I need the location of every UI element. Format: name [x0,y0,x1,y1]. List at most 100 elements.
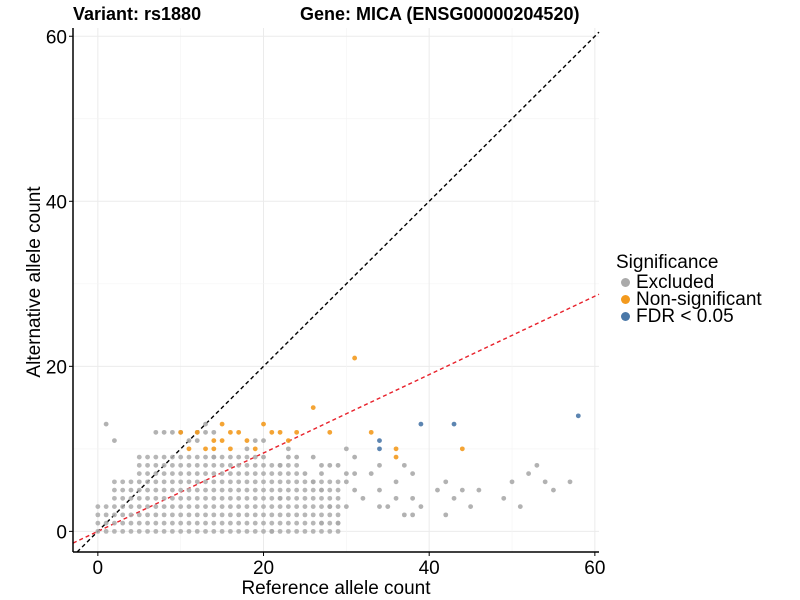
point-excluded [186,512,192,518]
point-excluded [285,471,291,477]
point-excluded [103,520,109,526]
point-excluded [343,504,349,510]
point-excluded [335,479,341,485]
point-excluded [269,487,275,493]
point-excluded [161,495,167,501]
legend-label-excluded: Excluded [636,271,715,293]
point-excluded [161,454,167,460]
point-excluded [261,454,266,460]
point-excluded [277,520,283,526]
point-excluded [377,504,382,510]
point-non-significant [252,446,258,452]
point-excluded [194,487,200,493]
point-excluded [153,512,159,518]
point-excluded [401,512,407,518]
point-excluded [302,495,308,501]
point-excluded [211,520,217,526]
point-excluded [211,504,217,510]
point-excluded [236,495,242,501]
point-excluded [310,487,316,493]
legend-title: Significance [616,252,719,273]
point-excluded [219,471,225,477]
point-fdr-0-05 [418,421,424,427]
point-excluded [120,512,126,518]
point-excluded [435,487,440,493]
point-excluded [459,487,465,493]
point-excluded [194,528,200,534]
point-excluded [261,438,266,443]
point-excluded [285,487,291,493]
point-excluded [285,479,291,485]
point-excluded [285,504,291,510]
point-excluded [153,454,159,460]
point-excluded [153,462,159,468]
point-excluded [244,479,250,485]
point-excluded [327,528,333,534]
point-excluded [203,495,208,501]
point-excluded [327,479,333,485]
point-excluded [145,454,150,460]
point-excluded [551,487,556,493]
axis-ticks: 0 20 40 60 0 20 40 60 [46,27,606,579]
point-excluded [170,471,175,477]
point-excluded [244,446,250,452]
point-excluded [277,462,283,468]
point-excluded [120,528,126,534]
point-excluded [194,495,200,501]
point-excluded [136,454,142,460]
point-excluded [211,495,217,501]
point-excluded [269,462,275,468]
point-excluded [219,495,225,501]
point-excluded [128,520,134,526]
point-excluded [145,495,150,501]
point-excluded [161,487,167,493]
point-excluded [343,446,349,452]
point-excluded [252,504,258,510]
point-excluded [261,520,266,526]
point-excluded [120,487,126,493]
point-excluded [277,479,283,485]
point-non-significant [352,355,358,361]
point-excluded [153,487,159,493]
point-excluded [261,471,266,477]
point-excluded [128,512,134,518]
point-excluded [385,504,391,510]
point-excluded [136,462,142,468]
point-excluded [252,528,258,534]
point-excluded [120,520,126,526]
point-excluded [178,528,184,534]
point-excluded [203,504,208,510]
point-excluded [360,495,366,501]
point-excluded [261,528,266,534]
point-excluded [186,528,192,534]
point-non-significant [219,438,225,443]
point-excluded [186,462,192,468]
point-excluded [186,454,192,460]
point-excluded [227,479,233,485]
point-excluded [178,471,184,477]
point-excluded [277,487,283,493]
point-excluded [120,479,126,485]
point-excluded [186,438,192,443]
point-excluded [227,487,233,493]
point-excluded [302,520,308,526]
point-excluded [294,487,300,493]
point-excluded [145,487,150,493]
x-axis-title: Reference allele count [241,578,431,599]
point-excluded [186,495,192,501]
point-excluded [170,462,175,468]
point-excluded [203,479,208,485]
point-excluded [211,429,217,435]
point-excluded [236,479,242,485]
point-excluded [178,487,184,493]
point-excluded [136,487,142,493]
point-excluded [203,528,208,534]
point-non-significant [236,429,242,435]
point-excluded [203,429,208,435]
point-excluded [277,504,283,510]
point-excluded [236,528,242,534]
legend-dot-fdr [621,312,630,321]
point-excluded [244,454,250,460]
point-excluded [352,454,358,460]
point-excluded [327,520,333,526]
